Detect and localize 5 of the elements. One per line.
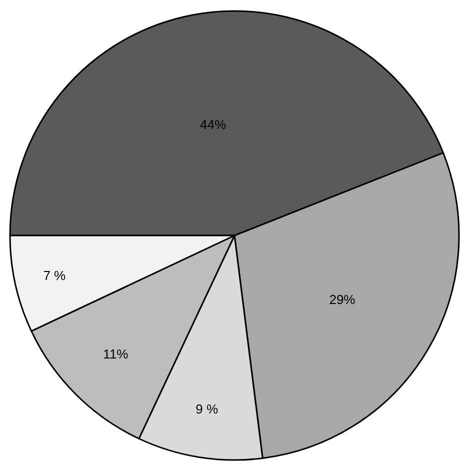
data-label: 7 %	[43, 268, 66, 284]
data-label: 29%	[329, 292, 356, 307]
data-label: 9 %	[196, 401, 218, 416]
data-label: 44%	[200, 116, 227, 132]
data-label: 11%	[103, 346, 129, 362]
